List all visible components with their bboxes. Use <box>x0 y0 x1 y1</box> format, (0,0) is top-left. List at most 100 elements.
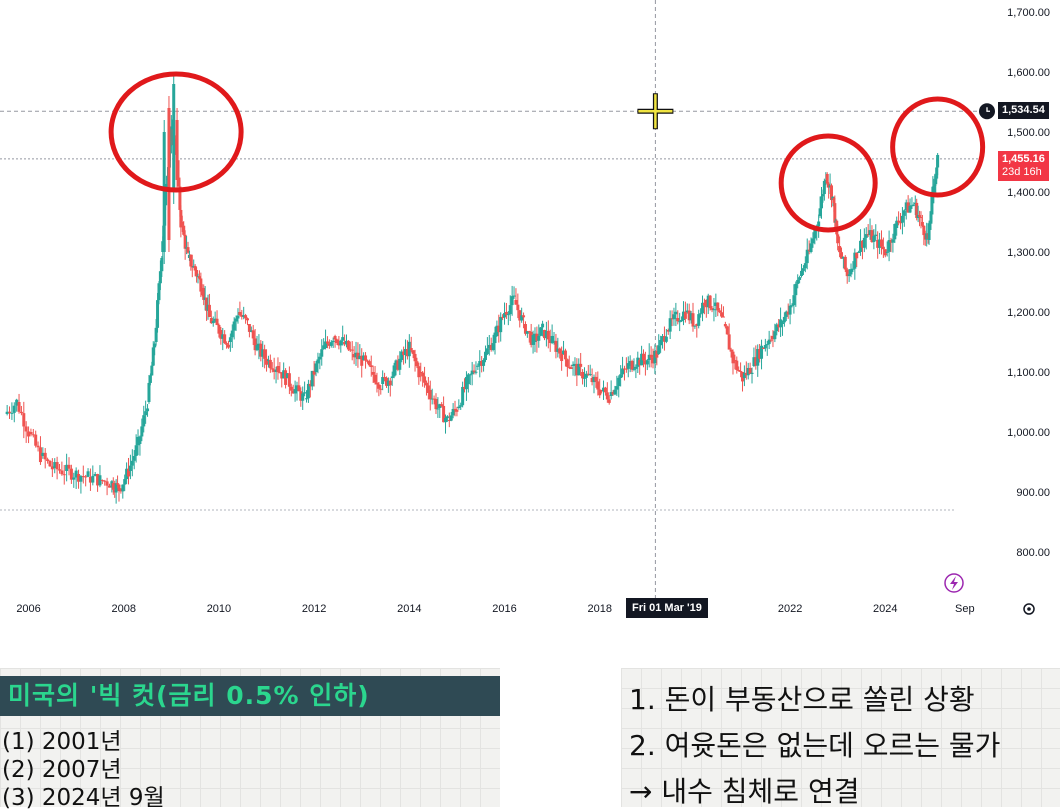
candle-body <box>379 388 383 390</box>
y-tick-label: 1,200.00 <box>1007 307 1050 319</box>
note-line: 2. 여윳돈은 없는데 오르는 물가 <box>629 729 1001 762</box>
candle-body <box>255 345 259 351</box>
candle-body <box>474 371 478 373</box>
candle-body <box>725 326 729 335</box>
candle-body <box>324 341 328 348</box>
candle-body <box>365 360 369 362</box>
candle-body <box>15 399 19 406</box>
candle-body <box>866 234 870 236</box>
candle-body <box>796 279 800 284</box>
candle-body <box>150 365 154 376</box>
candle-body <box>573 363 577 365</box>
candle-body <box>581 372 585 379</box>
candle-body <box>780 322 784 324</box>
candle-body <box>853 252 857 269</box>
candle-body <box>615 386 619 390</box>
candle-body <box>563 350 567 360</box>
candle-body <box>65 464 69 471</box>
candle-body <box>432 398 436 400</box>
candle-body <box>276 366 280 373</box>
candle-body <box>640 353 644 366</box>
chart-canvas[interactable]: 1,700.00 1,600.00 1,500.00 1,400.00 1,300.00… <box>0 0 1060 625</box>
gear-icon <box>1023 603 1035 615</box>
price-chart[interactable]: 1,700.00 1,600.00 1,500.00 1,400.00 1,300.00… <box>0 0 1060 625</box>
candle-body <box>720 312 724 317</box>
candle-body <box>419 372 423 373</box>
candle-body <box>482 360 486 366</box>
candle-body <box>689 313 693 321</box>
candle-body <box>449 415 453 421</box>
candle-body <box>733 360 737 361</box>
gear-icon-center <box>1027 607 1031 611</box>
x-tick-label: 2012 <box>302 603 326 615</box>
candle-body <box>128 465 132 471</box>
candle-body <box>849 269 853 275</box>
candle-body <box>354 352 358 358</box>
candle-body <box>767 339 771 345</box>
candle-body <box>773 331 777 340</box>
candle-body <box>43 452 47 460</box>
candle-body <box>284 370 288 385</box>
candle-body <box>119 489 123 492</box>
candle-body <box>253 338 257 351</box>
candle-body <box>821 194 825 197</box>
candle-body <box>468 374 472 376</box>
candle-body <box>461 386 465 406</box>
candle-body <box>223 334 227 344</box>
candle-body <box>244 315 248 319</box>
candle-body <box>154 327 158 342</box>
candle-body <box>343 342 347 345</box>
candle-body <box>345 340 348 345</box>
candle-body <box>893 224 897 240</box>
candle-body <box>932 186 936 192</box>
y-tick-label: 1,500.00 <box>1007 127 1050 139</box>
candle-body <box>77 474 81 482</box>
candle-body <box>147 382 151 402</box>
candle-body <box>596 381 600 390</box>
candle-body <box>624 368 628 370</box>
candle-body <box>510 296 514 306</box>
candle-body <box>864 234 868 238</box>
candle-body <box>423 376 427 383</box>
candle-body <box>649 354 653 358</box>
candle-body <box>887 240 891 252</box>
candle-body <box>455 409 459 412</box>
candle-body <box>584 373 588 378</box>
candle-body <box>525 331 529 334</box>
candle-body <box>209 318 213 324</box>
candle-body <box>550 335 554 344</box>
candle-body <box>392 365 396 377</box>
candle-body <box>554 340 558 352</box>
candle-body <box>761 348 765 349</box>
candle-body <box>371 372 375 375</box>
candle-body <box>681 311 685 321</box>
candle-body <box>36 445 40 448</box>
candle-body <box>132 456 136 461</box>
candle-body <box>918 215 922 218</box>
candle-body <box>813 229 817 239</box>
candle-body <box>74 470 78 478</box>
candle-body <box>786 311 790 315</box>
current-price-label: 1,455.16 23d 16h <box>998 150 1049 181</box>
candle-body <box>543 330 546 339</box>
candle-body <box>833 203 837 223</box>
candle-body <box>8 411 12 413</box>
explanation-notes: 1. 돈이 부동산으로 쏠린 상황 2. 여윳돈은 없는데 오르는 물가 → 내… <box>621 668 1060 808</box>
y-tick-label: 1,700.00 <box>1007 7 1050 19</box>
candle-body <box>274 369 278 372</box>
candle-body <box>197 276 201 279</box>
candle-body <box>480 361 484 366</box>
candle-body <box>874 234 878 236</box>
candle-body <box>693 325 697 327</box>
candle-body <box>934 175 938 185</box>
candle-body <box>933 184 937 187</box>
candle-body <box>287 373 291 387</box>
candle-body <box>186 247 190 253</box>
candle-body <box>249 330 253 332</box>
candle-body <box>426 385 430 393</box>
candle-body <box>503 313 507 318</box>
candle-body <box>72 477 76 480</box>
note-line: 1. 돈이 부동산으로 쏠린 상황 <box>629 683 975 716</box>
candle-body <box>169 126 173 142</box>
candle-body <box>630 360 634 370</box>
